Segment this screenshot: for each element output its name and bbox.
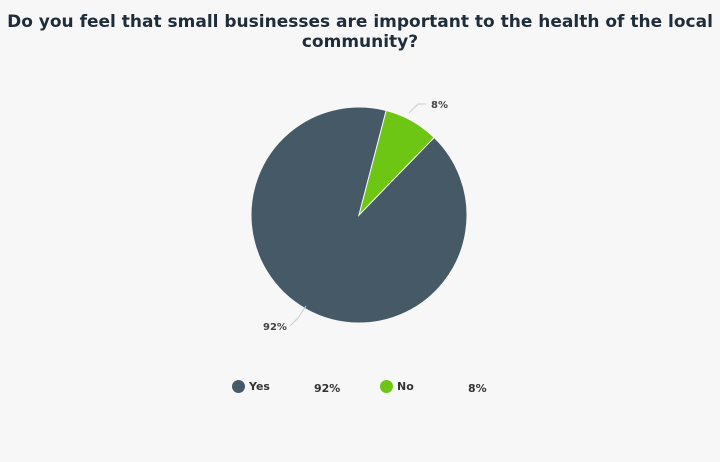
legend-label-no: No bbox=[397, 380, 414, 393]
leader-line-yes bbox=[289, 305, 307, 327]
pie-slice-no[interactable] bbox=[358, 109, 435, 217]
legend-label-yes: Yes bbox=[249, 380, 270, 393]
legend-dot-no-icon bbox=[380, 380, 393, 393]
legend-item-no[interactable]: No bbox=[380, 380, 414, 393]
data-label-no: 8% bbox=[431, 100, 448, 111]
legend-value-yes: 92% bbox=[314, 382, 341, 395]
legend-dot-yes-icon bbox=[232, 380, 245, 393]
legend-value-no: 8% bbox=[468, 382, 487, 395]
leader-line-no bbox=[408, 103, 426, 114]
data-label-yes: 92% bbox=[263, 322, 287, 333]
chart-title: Do you feel that small businesses are im… bbox=[7, 12, 713, 52]
legend-item-yes[interactable]: Yes bbox=[232, 380, 270, 393]
